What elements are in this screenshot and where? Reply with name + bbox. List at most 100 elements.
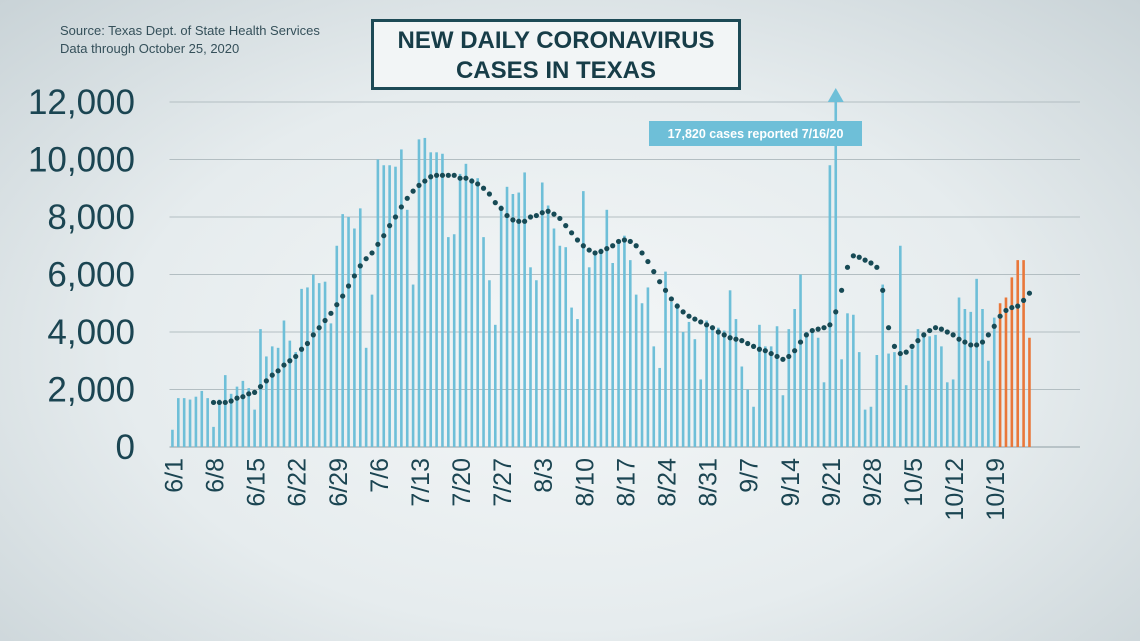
daily-bar <box>593 254 597 447</box>
trend-dot <box>668 296 674 302</box>
y-tick-label: 4,000 <box>47 313 135 352</box>
trend-dot <box>774 353 780 360</box>
daily-bar <box>681 332 685 447</box>
trend-dot <box>839 287 845 293</box>
daily-bar <box>423 137 427 447</box>
daily-bar <box>981 309 984 447</box>
daily-bar <box>253 409 256 447</box>
daily-bar <box>1022 260 1025 447</box>
daily-bar <box>775 326 779 447</box>
trend-dot <box>627 238 633 245</box>
daily-bar <box>300 288 303 447</box>
x-tick-label: 10/19 <box>982 458 1010 521</box>
daily-bar <box>417 139 421 447</box>
trend-dot <box>938 326 945 332</box>
trend-dot <box>727 335 733 341</box>
trend-dot <box>662 287 669 293</box>
daily-bar <box>992 317 996 447</box>
daily-bar <box>405 209 409 447</box>
trend-dot <box>750 343 757 349</box>
trend-dot <box>979 339 986 345</box>
daily-bar <box>664 271 667 447</box>
daily-bar <box>265 356 268 447</box>
daily-bar <box>828 165 832 447</box>
x-axis: 6/1 6/8 6/15 6/22 6/29 7/6 7/13 7/20 7/27 8/3 8/10… <box>160 458 1010 521</box>
trend-dot <box>281 362 287 368</box>
daily-bar <box>470 178 474 447</box>
trend-dot <box>897 350 903 357</box>
daily-bar <box>223 375 227 447</box>
daily-bar <box>358 208 362 447</box>
daily-bar <box>857 352 861 447</box>
daily-bar <box>916 329 920 447</box>
trend-dot <box>1003 307 1009 314</box>
daily-bar <box>499 205 503 447</box>
trend-dot <box>563 223 569 229</box>
trend-dot <box>704 322 710 328</box>
x-tick-label: 8/10 <box>571 458 599 507</box>
daily-bar <box>904 385 908 447</box>
trend-dot <box>363 256 369 262</box>
chart-title-line-1: NEW DAILY CORONAVIRUS <box>397 27 715 54</box>
trend-dot <box>498 205 504 211</box>
trend-dot <box>850 253 856 259</box>
annotation-box <box>649 121 862 146</box>
trend-dot <box>739 338 745 344</box>
daily-bar <box>505 186 509 447</box>
trend-dot <box>304 340 311 347</box>
trend-dot <box>257 384 264 390</box>
daily-bar <box>722 330 726 447</box>
daily-bar <box>347 217 350 447</box>
trend-dot <box>480 185 487 191</box>
daily-bar <box>611 263 614 447</box>
daily-bar <box>329 323 333 447</box>
daily-bar <box>805 332 808 447</box>
trend-dot <box>568 230 575 236</box>
trend-dot <box>844 264 851 270</box>
trend-dot <box>651 269 657 275</box>
trend-dot <box>557 215 563 222</box>
trend-dot <box>287 358 293 364</box>
trend-dot <box>492 200 498 206</box>
daily-bar <box>670 301 673 447</box>
x-tick-label: 8/3 <box>530 458 558 493</box>
daily-bar <box>1004 297 1008 447</box>
daily-bar <box>364 347 368 447</box>
trend-dot <box>856 254 862 260</box>
trend-dot <box>639 250 645 256</box>
x-tick-label: 8/31 <box>695 458 723 507</box>
daily-bar <box>740 366 744 447</box>
daily-bar <box>341 214 344 447</box>
trend-dot <box>645 258 651 265</box>
daily-bar <box>810 329 814 447</box>
daily-bar <box>400 149 403 447</box>
trend-dot <box>275 368 281 374</box>
daily-bar <box>529 267 532 447</box>
trend-dot <box>944 329 950 335</box>
trend-dot <box>475 181 481 187</box>
trend-dot <box>598 248 604 255</box>
trend-dot <box>932 325 939 331</box>
trend-dot <box>950 332 956 338</box>
daily-bar <box>576 319 579 447</box>
trend-dot <box>880 287 886 293</box>
daily-bar <box>728 290 732 447</box>
daily-bar <box>940 346 943 447</box>
trend-dot <box>891 343 898 349</box>
trend-dot <box>298 346 305 352</box>
trend-dot <box>868 260 874 266</box>
daily-bar <box>511 194 515 447</box>
trend-dot <box>792 348 798 354</box>
daily-bar <box>282 320 286 447</box>
chart-title-line-2: CASES IN TEXAS <box>455 57 657 84</box>
daily-bar <box>599 248 603 447</box>
trend-dot <box>721 332 727 338</box>
daily-bar <box>617 241 620 447</box>
x-tick-label: 9/14 <box>777 458 805 507</box>
daily-bar <box>799 274 802 447</box>
trend-dot <box>809 327 815 334</box>
trend-dot <box>657 279 663 285</box>
daily-bar <box>376 159 380 447</box>
daily-bar <box>212 426 215 447</box>
daily-bar <box>200 390 204 447</box>
